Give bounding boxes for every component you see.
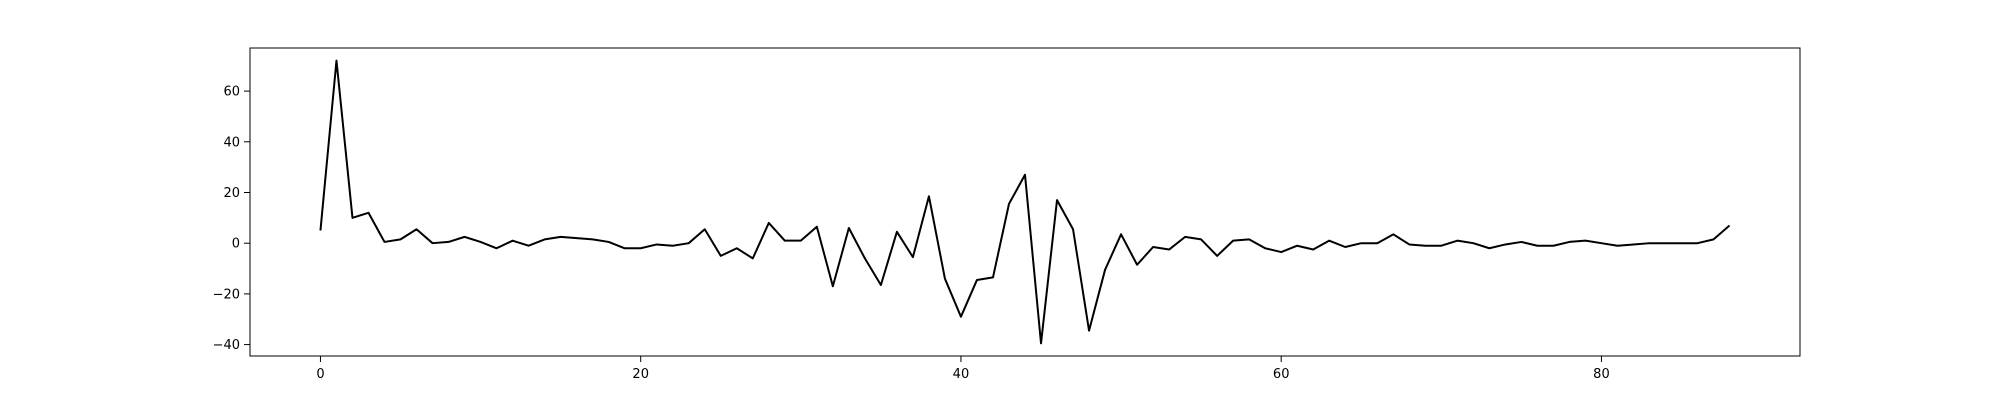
x-tick-label: 80	[1593, 367, 1610, 382]
x-tick-label: 0	[316, 367, 324, 382]
y-tick-label: 20	[223, 186, 240, 201]
x-tick-label: 20	[632, 367, 649, 382]
series-layer	[319, 59, 1731, 345]
y-tick-label: −40	[213, 338, 240, 353]
y-tick-label: 40	[223, 135, 240, 150]
y-tick-label: 60	[223, 85, 240, 100]
plot-area-frame	[249, 47, 1801, 357]
y-tick-label: 0	[232, 237, 240, 252]
y-tick-label: −20	[213, 287, 240, 302]
series-line-0	[319, 59, 1731, 345]
x-tick-label: 40	[953, 367, 970, 382]
y-axis-ticks: −40 −20 0 20 40 60	[213, 85, 250, 353]
x-tick-label: 60	[1273, 367, 1290, 382]
x-axis-ticks: 0 20 40 60 80	[316, 356, 1610, 382]
